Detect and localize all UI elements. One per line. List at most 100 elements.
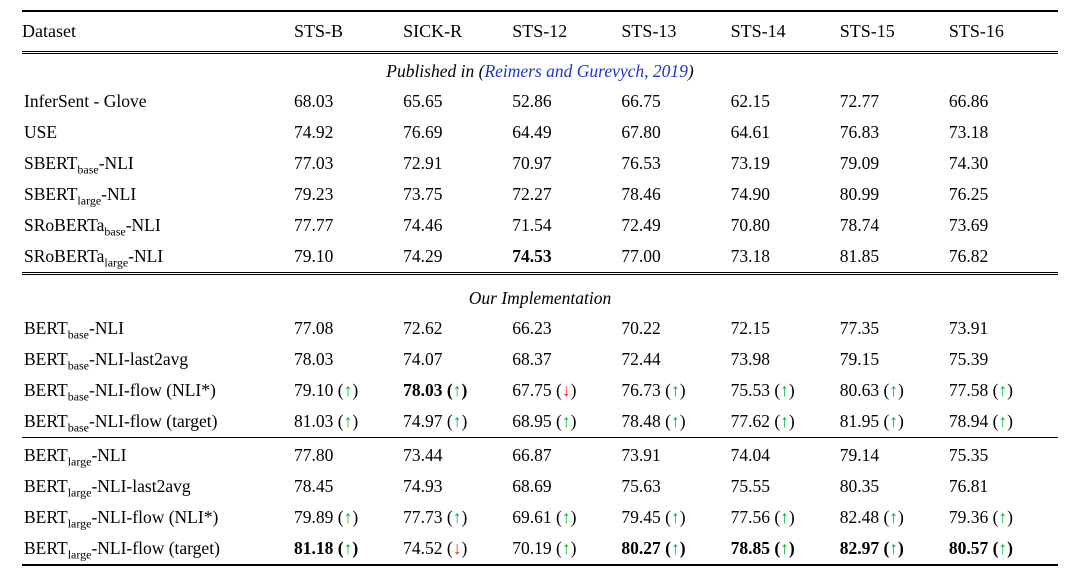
score-value: 79.23 <box>294 183 334 204</box>
score-cell: 79.36 (↑) <box>949 502 1058 533</box>
table-row: BERTlarge-NLI-last2avg 78.45 74.93 68.69 75.… <box>22 471 1058 502</box>
score-value: 80.27 <box>621 537 661 558</box>
score-value: 74.07 <box>403 348 443 369</box>
score-value: 75.35 <box>948 444 989 465</box>
score-value: 78.03 <box>403 379 443 400</box>
score-cell: 78.94 (↑) <box>949 406 1058 438</box>
score-cell: 52.86 <box>512 86 621 117</box>
up-arrow-icon: (↑) <box>769 410 795 431</box>
score-value: 76.73 <box>621 379 661 400</box>
score-value: 79.15 <box>839 348 880 369</box>
section-header-row: Our Implementation <box>22 271 1058 313</box>
score-value: 81.03 <box>294 410 334 431</box>
score-value: 72.77 <box>839 90 880 111</box>
model-name-subscript: large <box>104 255 129 270</box>
score-cell: 68.37 <box>512 344 621 375</box>
model-name-suffix: -NLI <box>89 317 124 338</box>
score-value: 77.00 <box>621 245 661 266</box>
score-cell: 77.62 (↑) <box>731 406 840 438</box>
score-cell: 74.97 (↑) <box>403 406 512 438</box>
score-cell: 68.95 (↑) <box>512 406 621 438</box>
score-cell: 74.04 <box>730 436 840 471</box>
score-value: 71.54 <box>512 214 552 235</box>
score-cell: 81.85 <box>840 241 949 274</box>
column-header: SICK-R <box>403 9 513 54</box>
model-name: BERTbase-NLI-flow (NLI*) <box>22 375 294 406</box>
column-header-row: Dataset STS-B SICK-R STS-12 STS-13 STS-14 STS-… <box>22 9 1058 54</box>
up-arrow-icon: (↑) <box>879 410 904 431</box>
score-value: 77.77 <box>294 214 334 235</box>
score-value: 74.52 <box>403 537 443 558</box>
score-value: 68.95 <box>512 410 552 431</box>
score-value: 74.53 <box>512 245 552 266</box>
section-title: Published in (Reimers and Gurevych, 2019… <box>22 52 1058 86</box>
score-value: 52.86 <box>512 90 552 111</box>
score-cell: 72.77 <box>840 86 949 117</box>
model-name-prefix: SRoBERTa <box>24 214 105 235</box>
score-cell: 75.35 <box>948 436 1058 471</box>
results-table: Dataset STS-B SICK-R STS-12 STS-13 STS-14 STS-… <box>22 9 1058 566</box>
score-value: 78.74 <box>839 214 880 235</box>
up-arrow-icon: (↑) <box>442 379 468 400</box>
score-cell: 80.63 (↑) <box>840 375 949 406</box>
score-cell: 77.77 <box>294 210 403 241</box>
score-value: 70.22 <box>621 317 661 338</box>
model-name-prefix: InferSent - Glove <box>24 90 147 111</box>
model-name-subscript: large <box>67 516 92 531</box>
score-cell: 73.98 <box>731 344 840 375</box>
score-cell: 80.99 <box>840 179 949 210</box>
score-value: 64.49 <box>512 121 552 142</box>
score-value: 79.45 <box>621 506 661 527</box>
score-value: 76.69 <box>403 121 443 142</box>
score-value: 73.44 <box>403 444 443 465</box>
model-name-subscript: base <box>67 420 90 435</box>
score-cell: 82.97 (↑) <box>840 533 949 565</box>
table-body: Published in (Reimers and Gurevych, 2019… <box>22 52 1058 565</box>
score-cell: 81.18 (↑) <box>294 533 403 565</box>
table-row: SRoBERTalarge-NLI 79.10 74.29 74.53 77.00 73.… <box>22 241 1058 274</box>
section-title: Our Implementation <box>22 271 1058 313</box>
model-name-suffix: -NLI-flow (NLI*) <box>91 506 219 527</box>
model-name-subscript: large <box>67 547 92 562</box>
score-value: 81.18 <box>294 537 334 558</box>
model-name-prefix: BERT <box>24 348 68 369</box>
section-title-suffix: ) <box>687 60 694 81</box>
score-value: 75.55 <box>730 475 770 496</box>
citation-link[interactable]: Reimers and Gurevych, 2019 <box>484 60 688 81</box>
model-name: BERTlarge-NLI-last2avg <box>22 471 294 502</box>
score-value: 76.83 <box>839 121 880 142</box>
score-value: 81.95 <box>839 410 880 431</box>
score-value: 62.15 <box>730 90 770 111</box>
model-name-prefix: BERT <box>24 506 68 527</box>
score-value: 66.86 <box>948 90 989 111</box>
score-value: 73.19 <box>730 152 770 173</box>
score-cell: 68.03 <box>294 86 403 117</box>
model-name-subscript: base <box>67 327 90 342</box>
model-name-prefix: BERT <box>24 537 68 558</box>
score-value: 78.03 <box>294 348 334 369</box>
table-row: USE 74.92 76.69 64.49 67.80 64.61 76.83 73.18 <box>22 117 1058 148</box>
score-cell: 74.30 <box>949 148 1058 179</box>
model-name-prefix: BERT <box>24 444 68 465</box>
score-cell: 75.63 <box>621 471 730 502</box>
up-arrow-icon: (↑) <box>769 537 795 558</box>
score-cell: 77.08 <box>294 313 403 344</box>
score-value: 73.98 <box>730 348 770 369</box>
model-name: USE <box>22 117 294 148</box>
table-row: BERTbase-NLI-last2avg 78.03 74.07 68.37 72.4… <box>22 344 1058 375</box>
score-cell: 75.53 (↑) <box>731 375 840 406</box>
score-cell: 79.89 (↑) <box>294 502 403 533</box>
score-value: 79.10 <box>294 379 334 400</box>
score-cell: 70.19 (↑) <box>512 533 621 565</box>
score-value: 74.90 <box>730 183 770 204</box>
table-row: InferSent - Glove 68.03 65.65 52.86 66.75 62.… <box>22 86 1058 117</box>
score-value: 75.63 <box>621 475 661 496</box>
model-name: SRoBERTabase-NLI <box>22 210 294 241</box>
score-cell: 76.53 <box>621 148 730 179</box>
score-value: 80.63 <box>839 379 880 400</box>
model-name-subscript: base <box>67 389 90 404</box>
model-name-suffix: -NLI <box>98 152 134 173</box>
score-value: 79.14 <box>839 444 880 465</box>
score-value: 74.92 <box>294 121 334 142</box>
down-arrow-icon: (↓) <box>442 537 468 558</box>
